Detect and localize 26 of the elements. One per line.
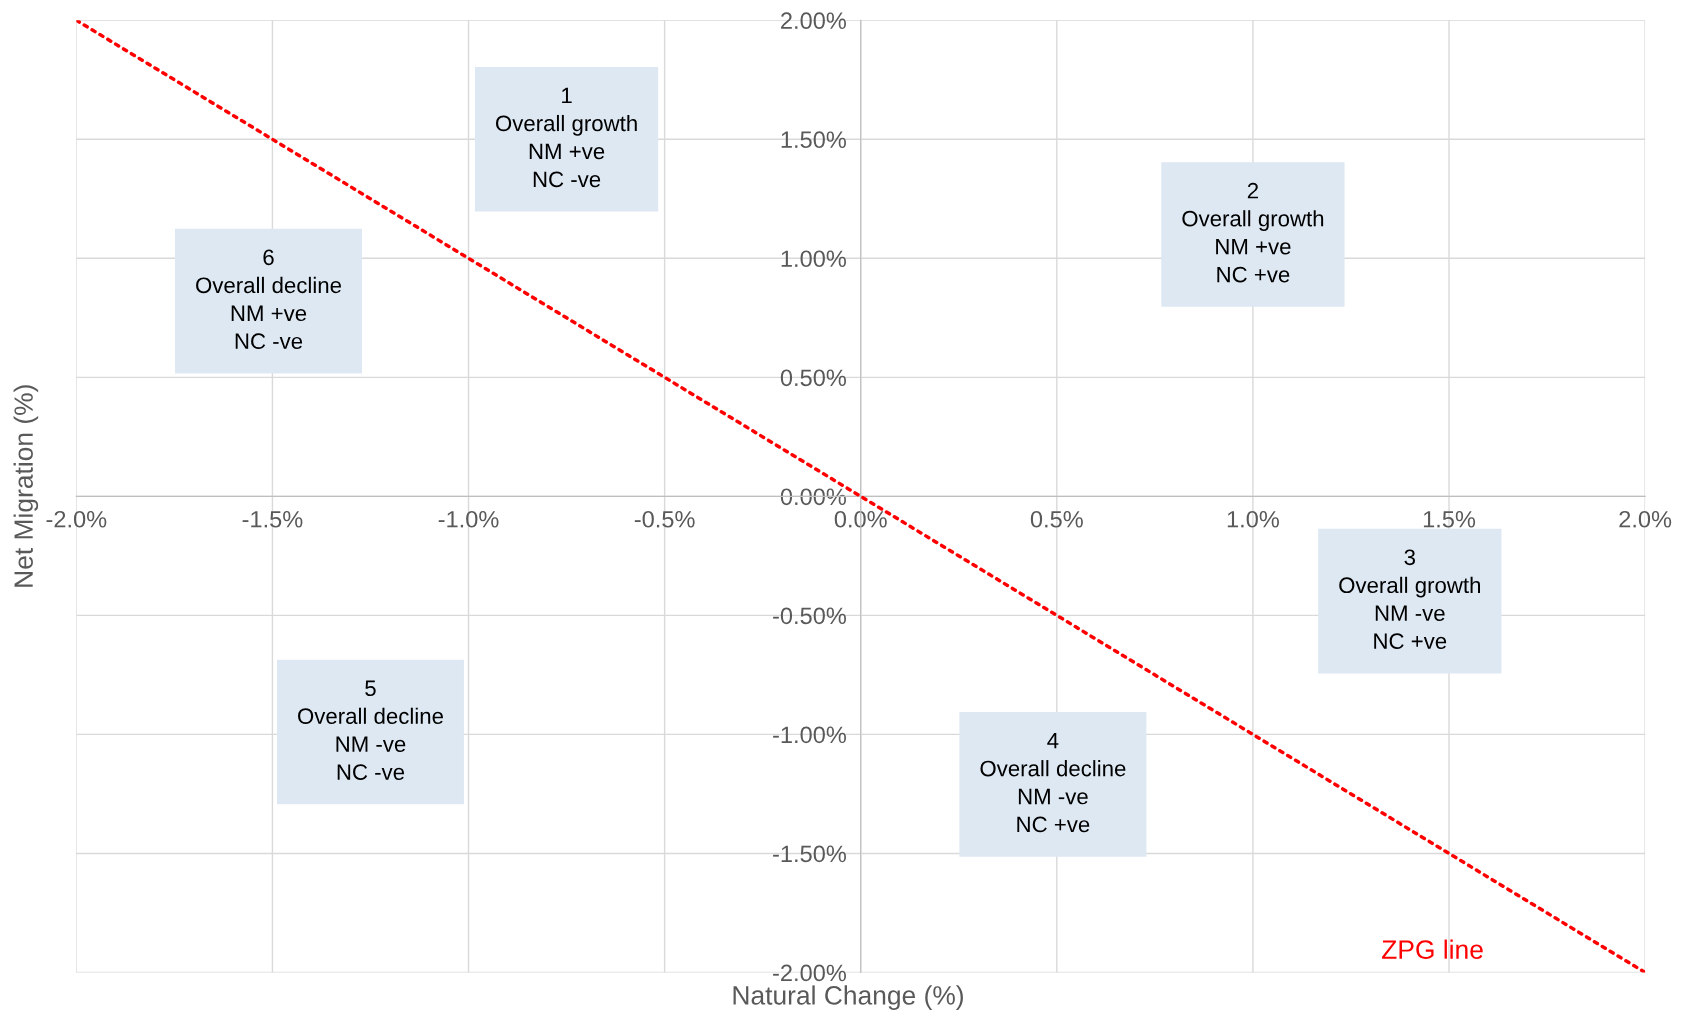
text: ZPG line [1382,939,1483,959]
y-tick-label: -2.00% [773,964,846,982]
annotation: 4 Overall decline NM -ve NC +ve [980,732,1126,833]
x-tick-label: -0.5% [634,510,695,528]
y-tick-label: 1.50% [781,131,846,149]
annotation: 1 Overall growth NM +ve NC -ve [496,87,637,188]
y-tick-label: 1.00% [781,250,846,268]
y-tick-label: 0.50% [780,369,846,387]
x-tick-label: -2.0% [46,510,107,528]
y-tick-label: -0.50% [773,607,846,625]
x-axis-title: Natural Change (%) [733,985,963,1010]
y-tick-label: -1.00% [773,726,846,744]
x-tick-label: -1.0% [438,510,499,528]
x-tick-label: 0.0% [834,510,887,528]
x-tick-label: 1.0% [1227,510,1279,528]
y-tick-label: 2.00% [781,12,846,30]
annotation: 2 Overall growth NM +ve NC +ve [1182,182,1324,283]
annotation: 3 Overall growth NM -ve NC +ve [1339,549,1480,650]
y-axis-title: Net Migration (%) [13,385,39,587]
annotation: 5 Overall decline NM -ve NC -ve [298,680,443,780]
y-tick-label: -1.50% [773,845,846,863]
annotation: 6 Overall decline NM +ve NC -ve [196,249,342,350]
x-tick-label: -1.5% [242,510,303,528]
x-tick-label: 2.0% [1619,510,1672,528]
x-tick-label: 1.5% [1423,510,1476,528]
x-tick-label: 0.5% [1030,510,1083,528]
